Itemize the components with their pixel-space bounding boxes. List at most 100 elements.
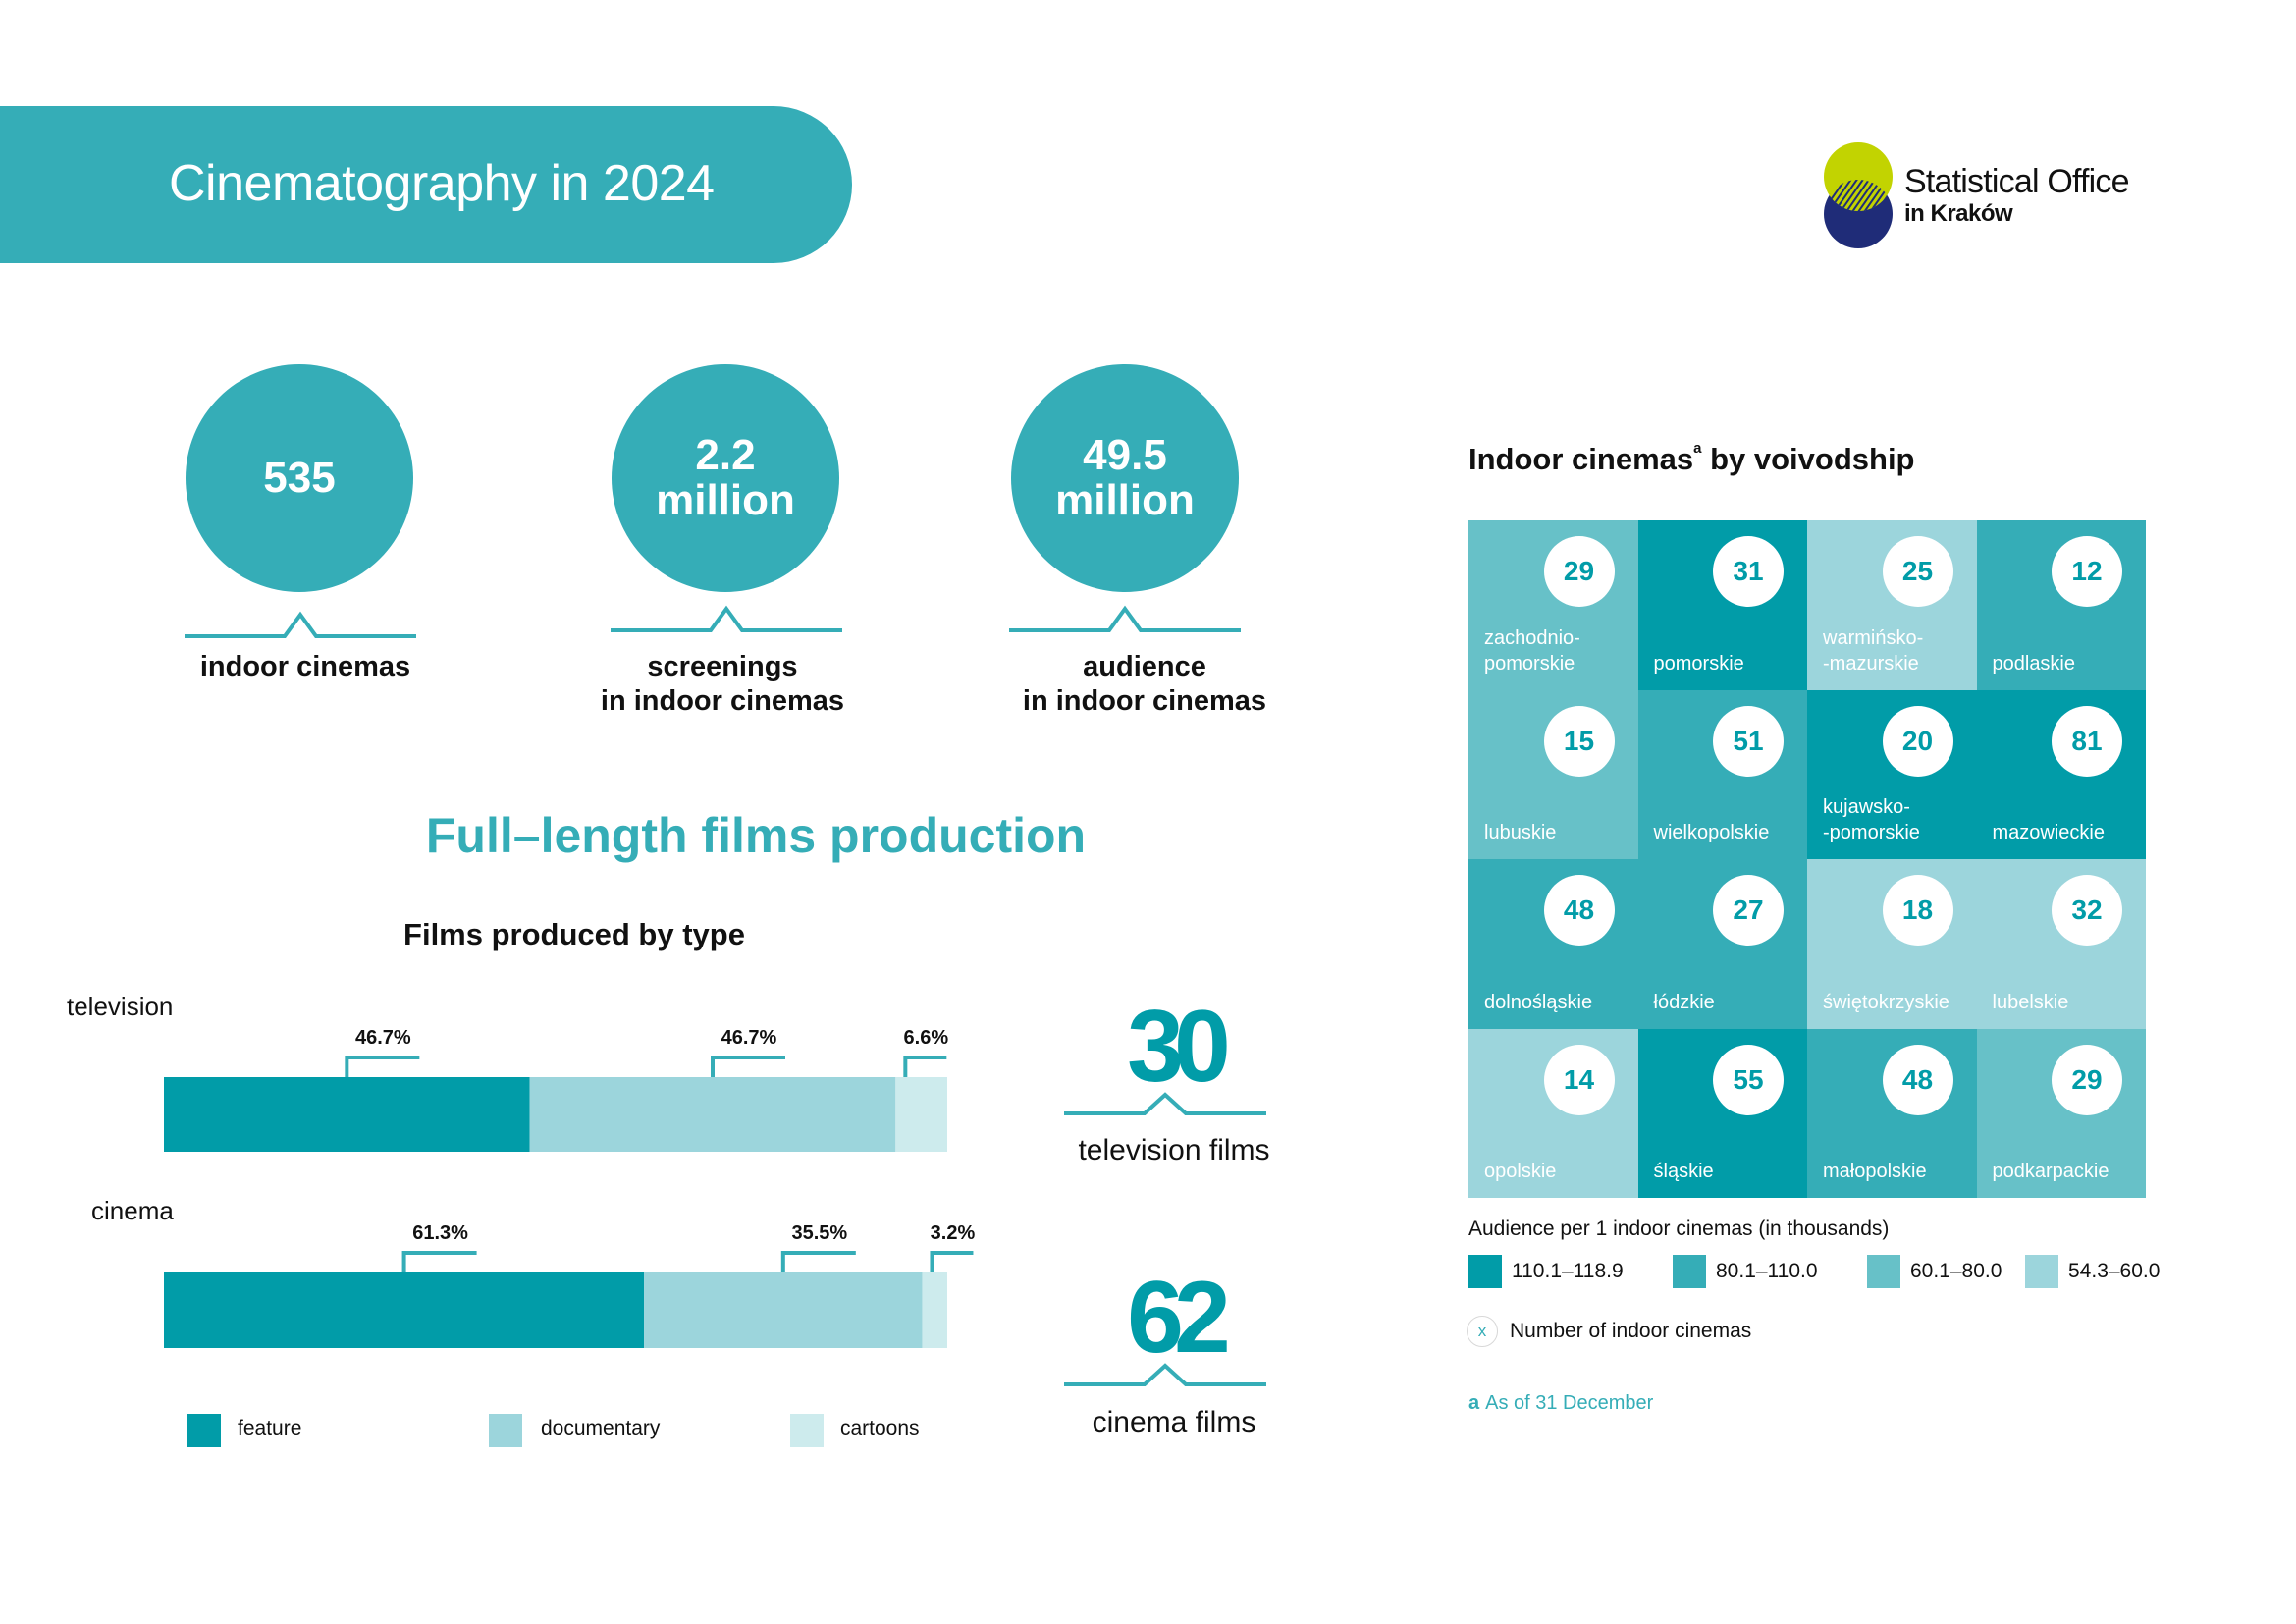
total-television-label: television films: [1078, 1134, 1270, 1166]
voivodship-cell: 27 łódzkie: [1637, 859, 1807, 1029]
kpi-label-screenings: screenings in indoor cinemas: [546, 650, 899, 719]
section-title-production: Full–length films production: [425, 808, 1087, 863]
footnote-text: As of 31 December: [1485, 1392, 1654, 1414]
cinema-count-badge: 25: [1882, 536, 1953, 607]
kpi-value: 2.2: [695, 431, 756, 479]
legend-swatch: [1867, 1255, 1900, 1288]
kpi-value: 535: [263, 454, 336, 502]
legend-swatch-documentary: [489, 1414, 522, 1447]
kpi-label-line: in indoor cinemas: [600, 685, 845, 717]
voivodship-name: pomorskie: [1653, 652, 1744, 675]
map-legend-title: Audience per 1 indoor cinemas (in thousa…: [1468, 1218, 1890, 1240]
voivodship-cell: 48 małopolskie: [1807, 1028, 1977, 1198]
cinema-count-badge: 14: [1543, 1044, 1615, 1115]
data-label: 6.6%: [904, 1027, 949, 1049]
voivodship-cell: 55 śląskie: [1637, 1028, 1807, 1198]
map-title: Indoor cinemasa by voivodship: [1468, 440, 1915, 477]
voivodship-name: wielkopolskie: [1653, 822, 1770, 843]
voivodship-cell: 81 mazowieckie: [1976, 689, 2146, 859]
cinema-count-badge: 32: [2052, 875, 2122, 946]
caret-divider-icon: [1064, 1092, 1266, 1115]
data-label: 46.7%: [355, 1027, 411, 1049]
badge-legend: x Number of indoor cinemas: [1467, 1316, 1751, 1347]
legend-swatch-cartoons: [790, 1414, 824, 1447]
map-legend-class-4: 54.3–60.0: [2025, 1255, 2160, 1288]
badge-legend-label: Number of indoor cinemas: [1510, 1320, 1752, 1342]
category-label-cinema: cinema: [91, 1196, 174, 1225]
voivodship-cell: 14 opolskie: [1468, 1028, 1638, 1198]
bar-segment-cinema-feature: [164, 1272, 645, 1348]
map-legend-class-3: 60.1–80.0: [1867, 1255, 2002, 1288]
cinema-count-badge: 29: [2052, 1044, 2122, 1115]
voivodship-name: podlaskie: [1992, 652, 2076, 675]
data-label-callout: [401, 1251, 477, 1272]
cinema-count-badge: 29: [1543, 536, 1615, 607]
cinema-count-badge: 12: [2052, 536, 2122, 607]
cinema-count-badge: 81: [2052, 705, 2122, 777]
legend-range: 60.1–80.0: [1910, 1260, 2002, 1282]
voivodship-grid: 29 zachodnio- pomorskie 31 pomorskie 25 warmi…: [1468, 520, 2146, 1198]
voivodship-name: mazowieckie: [1992, 822, 2105, 843]
footnote: a As of 31 December: [1468, 1392, 1653, 1415]
cinema-count-badge: 20: [1882, 705, 1953, 777]
kpi-label-line: indoor cinemas: [199, 651, 411, 682]
legend-swatch: [1468, 1255, 1502, 1288]
voivodship-name: lubuskie: [1484, 822, 1557, 843]
bar-segment-television-cartoons: [895, 1077, 947, 1152]
data-label-callout: [930, 1251, 974, 1272]
kpi-value: 49.5: [1083, 431, 1167, 479]
bar-segment-cinema-cartoons: [922, 1272, 947, 1348]
bar-segment-television-feature: [164, 1077, 530, 1152]
map-title-footnote-mark: a: [1693, 440, 1702, 457]
map-title-main: Indoor cinemas: [1468, 442, 1694, 476]
logo-text-line2: in Kraków: [1904, 200, 2013, 227]
cinema-count-badge: 48: [1882, 1044, 1953, 1115]
data-label: 3.2%: [931, 1222, 976, 1244]
voivodship-name: śląskie: [1653, 1161, 1714, 1182]
voivodship-cell: 48 dolnośląskie: [1468, 859, 1638, 1029]
map-legend-class-2: 80.1–110.0: [1673, 1255, 1818, 1288]
voivodship-name: lubelskie: [1992, 991, 2069, 1013]
total-cinema-label: cinema films: [1092, 1406, 1256, 1438]
caret-divider-icon: [611, 605, 842, 632]
caret-divider-icon: [185, 611, 416, 638]
voivodship-cell: 51 wielkopolskie: [1637, 689, 1807, 859]
kpi-label-line: in indoor cinemas: [1022, 685, 1267, 717]
legend-swatch-feature: [187, 1414, 221, 1447]
data-label-callout: [780, 1251, 856, 1272]
footnote-mark: a: [1468, 1392, 1480, 1414]
voivodship-cell: 29 podkarpackie: [1976, 1028, 2146, 1198]
cinema-count-badge: 27: [1713, 875, 1784, 946]
category-label-television: television: [67, 992, 174, 1021]
kpi-unit: million: [1055, 476, 1195, 524]
kpi-label-line: audience: [1083, 651, 1206, 682]
voivodship-name: podkarpackie: [1992, 1161, 2109, 1182]
caret-divider-icon: [1009, 605, 1241, 632]
caret-divider-icon: [1064, 1363, 1266, 1386]
voivodship-name: łódzkie: [1653, 991, 1715, 1013]
voivodship-name: opolskie: [1484, 1161, 1557, 1182]
voivodship-cell: 25 warmińsko- -mazurskie: [1807, 520, 1977, 690]
map-legend-class-1: 110.1–118.9: [1468, 1255, 1624, 1288]
voivodship-cell: 12 podlaskie: [1976, 520, 2146, 690]
voivodship-cell: 31 pomorskie: [1637, 520, 1807, 690]
kpi-circle-audience: 49.5 million: [1011, 364, 1239, 592]
legend-swatch: [2025, 1255, 2058, 1288]
voivodship-name: świętokrzyskie: [1823, 991, 1949, 1013]
cinema-count-badge: 55: [1713, 1044, 1784, 1115]
voivodship-name: małopolskie: [1823, 1161, 1927, 1182]
bar-segment-cinema-documentary: [644, 1272, 923, 1348]
kpi-circle-cinemas: 535: [186, 364, 413, 592]
legend-range: 80.1–110.0: [1716, 1260, 1818, 1282]
voivodship-name: kujawsko- -pomorskie: [1823, 796, 1920, 843]
header-banner: [0, 106, 852, 263]
statistical-office-logo-icon: [1824, 142, 1893, 248]
chart-title-films-by-type: Films produced by type: [403, 917, 745, 951]
voivodship-cell: 32 lubelskie: [1976, 859, 2146, 1029]
voivodship-cell: 15 lubuskie: [1468, 689, 1638, 859]
legend-range: 110.1–118.9: [1512, 1260, 1624, 1282]
kpi-unit: million: [656, 476, 795, 524]
cinema-count-badge: 48: [1543, 875, 1615, 946]
badge-legend-symbol: x: [1467, 1316, 1498, 1347]
cinema-count-badge: 51: [1713, 705, 1784, 777]
